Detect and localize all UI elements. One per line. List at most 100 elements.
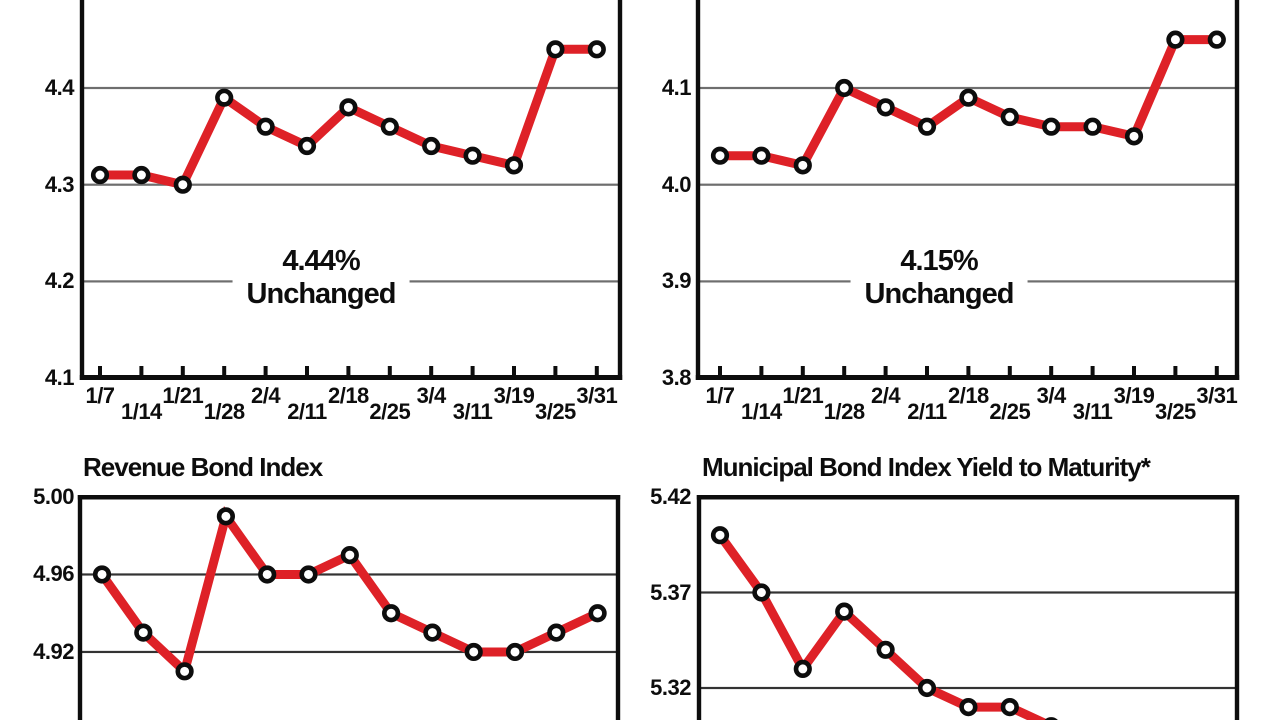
annotation-value: 4.15% bbox=[900, 245, 978, 277]
data-point-marker bbox=[132, 165, 151, 185]
data-point-marker bbox=[258, 565, 277, 584]
data-point-marker bbox=[340, 546, 359, 565]
x-tick-mark bbox=[222, 366, 227, 375]
x-tick-label: 2/18 bbox=[327, 383, 369, 408]
plot-right-border bbox=[617, 0, 623, 380]
x-tick-mark bbox=[139, 366, 144, 375]
x-tick-mark bbox=[263, 366, 268, 375]
series-line bbox=[98, 505, 600, 680]
x-tick-label: 1/21 bbox=[782, 383, 824, 408]
grid-line bbox=[84, 86, 618, 90]
x-tick-mark bbox=[470, 366, 475, 375]
x-tick-mark bbox=[966, 366, 971, 375]
y-tick-label: 4.0 bbox=[661, 171, 692, 197]
x-tick-label: 2/4 bbox=[871, 383, 901, 408]
x-tick-mark bbox=[800, 366, 805, 375]
data-point-marker bbox=[876, 98, 895, 117]
x-tick-label: 3/19 bbox=[1113, 383, 1155, 408]
x-tick-label: 2/25 bbox=[989, 399, 1031, 424]
x-tick-label: 1/7 bbox=[705, 383, 735, 408]
x-tick-mark bbox=[180, 366, 185, 375]
data-point-marker bbox=[959, 88, 978, 107]
x-tick-label: 3/4 bbox=[1036, 383, 1067, 408]
data-point-marker bbox=[90, 165, 110, 185]
annotation-value: 4.44% bbox=[282, 245, 360, 277]
data-point-marker bbox=[1166, 30, 1185, 49]
plot-top-border bbox=[77, 495, 621, 500]
data-point-marker bbox=[504, 156, 524, 175]
x-tick-label: 3/4 bbox=[416, 383, 447, 408]
y-tick-label: 4.1 bbox=[44, 365, 75, 391]
x-tick-label: 3/11 bbox=[452, 399, 493, 424]
x-tick-mark bbox=[1049, 366, 1054, 375]
data-point-marker bbox=[175, 662, 194, 681]
y-tick-label: 4.3 bbox=[44, 171, 75, 197]
plot-right-border bbox=[615, 495, 621, 720]
chart-title-revenue-bond-index: Revenue Bond Index bbox=[83, 452, 323, 482]
grid-line bbox=[701, 591, 1235, 594]
x-tick-mark bbox=[925, 366, 929, 375]
data-point-marker bbox=[463, 146, 482, 165]
series-line bbox=[716, 532, 1049, 720]
annotation-top-right: 4.15% Unchanged bbox=[850, 243, 1028, 313]
grid-line bbox=[84, 183, 618, 186]
data-point-marker bbox=[1042, 117, 1061, 136]
y-tick-label: 5.42 bbox=[650, 484, 691, 509]
data-point-marker bbox=[256, 117, 275, 136]
data-point-marker bbox=[92, 565, 112, 584]
data-point-marker bbox=[215, 88, 234, 107]
y-tick-label: 5.00 bbox=[33, 484, 74, 509]
x-tick-label: 1/14 bbox=[740, 399, 782, 424]
data-point-marker bbox=[299, 565, 318, 584]
data-point-marker bbox=[464, 642, 483, 662]
x-tick-label: 3/19 bbox=[493, 383, 535, 408]
x-tick-label: 1/7 bbox=[85, 383, 115, 408]
x-tick-label: 2/11 bbox=[287, 399, 327, 424]
data-point-marker bbox=[710, 146, 730, 165]
data-point-marker bbox=[876, 640, 895, 659]
y-tick-label: 5.37 bbox=[650, 579, 691, 605]
data-point-marker bbox=[710, 526, 730, 545]
data-point-marker bbox=[835, 78, 854, 98]
x-tick-mark bbox=[387, 366, 392, 375]
data-point-marker bbox=[339, 98, 358, 117]
x-tick-mark bbox=[305, 366, 309, 375]
data-point-marker bbox=[588, 604, 607, 623]
chart-title-municipal-bond-index: Municipal Bond Index Yield to Maturity* bbox=[702, 452, 1151, 482]
x-tick-label: 3/11 bbox=[1072, 399, 1113, 424]
data-point-marker bbox=[587, 40, 606, 59]
x-axis-line bbox=[695, 375, 1240, 380]
y-tick-label: 4.1 bbox=[661, 75, 692, 100]
x-tick-label: 1/14 bbox=[120, 399, 162, 424]
data-point-marker bbox=[835, 602, 854, 621]
x-axis-line bbox=[79, 375, 623, 380]
y-axis-line bbox=[695, 0, 701, 380]
data-point-marker bbox=[1207, 30, 1226, 49]
y-tick-label: 4.2 bbox=[44, 268, 75, 294]
y-tick-label: 3.8 bbox=[661, 365, 692, 391]
y-tick-label: 4.5 bbox=[4, 0, 75, 3]
data-point-marker bbox=[297, 136, 317, 156]
data-point-marker bbox=[380, 117, 399, 136]
data-point-marker bbox=[917, 678, 937, 698]
annotation-status: Unchanged bbox=[246, 278, 397, 310]
grid-line bbox=[700, 86, 1235, 90]
x-tick-mark bbox=[98, 366, 102, 375]
data-point-marker bbox=[505, 642, 525, 662]
data-point-marker bbox=[1000, 107, 1019, 127]
grid-line bbox=[82, 650, 616, 654]
x-tick-mark bbox=[1090, 366, 1095, 375]
x-tick-label: 2/18 bbox=[947, 383, 989, 408]
grid-line bbox=[701, 686, 1235, 690]
annotation-status: Unchanged bbox=[864, 278, 1015, 310]
x-tick-label: 3/25 bbox=[1154, 399, 1196, 424]
x-tick-mark bbox=[883, 366, 888, 375]
x-tick-mark bbox=[1173, 366, 1178, 375]
x-tick-mark bbox=[1132, 366, 1136, 375]
plot-right-border bbox=[1234, 0, 1240, 380]
data-point-marker bbox=[423, 623, 442, 642]
x-tick-label: 2/11 bbox=[907, 399, 947, 424]
data-point-marker bbox=[382, 604, 401, 623]
data-point-marker bbox=[752, 146, 771, 165]
